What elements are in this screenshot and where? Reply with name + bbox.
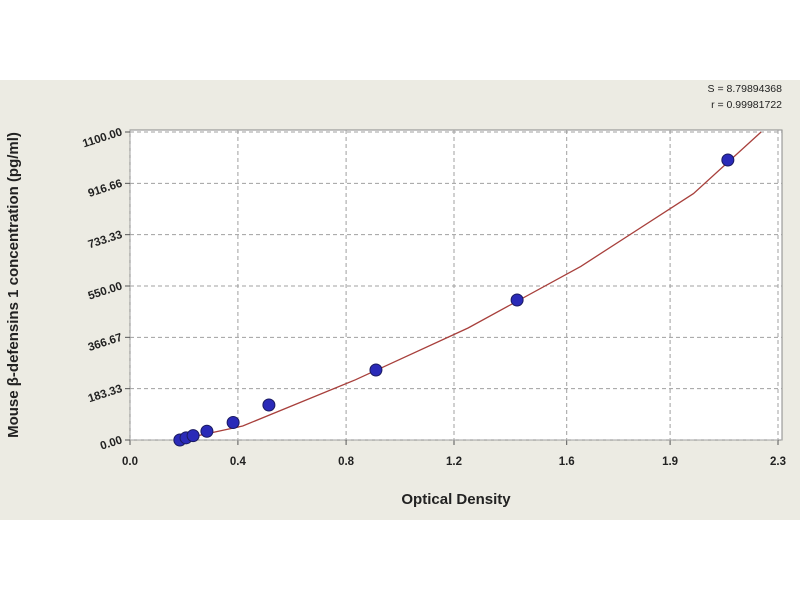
- fit-curve: [177, 131, 762, 440]
- x-tick-label: 1.6: [559, 456, 575, 468]
- x-axis-title: Optical Density: [401, 491, 511, 508]
- data-point: [262, 398, 276, 412]
- data-point: [369, 363, 383, 377]
- x-tick-label: 1.9: [662, 456, 678, 468]
- x-tick-label: 0.0: [122, 456, 138, 468]
- data-point: [186, 429, 200, 443]
- y-axis-title: Mouse β-defensins 1 concentration (pg/ml…: [5, 132, 22, 438]
- x-tick-label: 0.8: [338, 456, 355, 468]
- data-point: [200, 424, 214, 438]
- annotation: S = 8.79894368: [708, 83, 783, 95]
- x-tick-label: 1.2: [446, 456, 462, 468]
- x-tick-label: 0.4: [230, 456, 247, 468]
- x-tick-label: 2.3: [770, 456, 786, 468]
- plot-area: [129, 129, 783, 441]
- data-point: [226, 416, 240, 429]
- annotation: r = 0.99981722: [711, 99, 782, 111]
- data-point: [510, 293, 524, 307]
- data-point: [721, 153, 735, 167]
